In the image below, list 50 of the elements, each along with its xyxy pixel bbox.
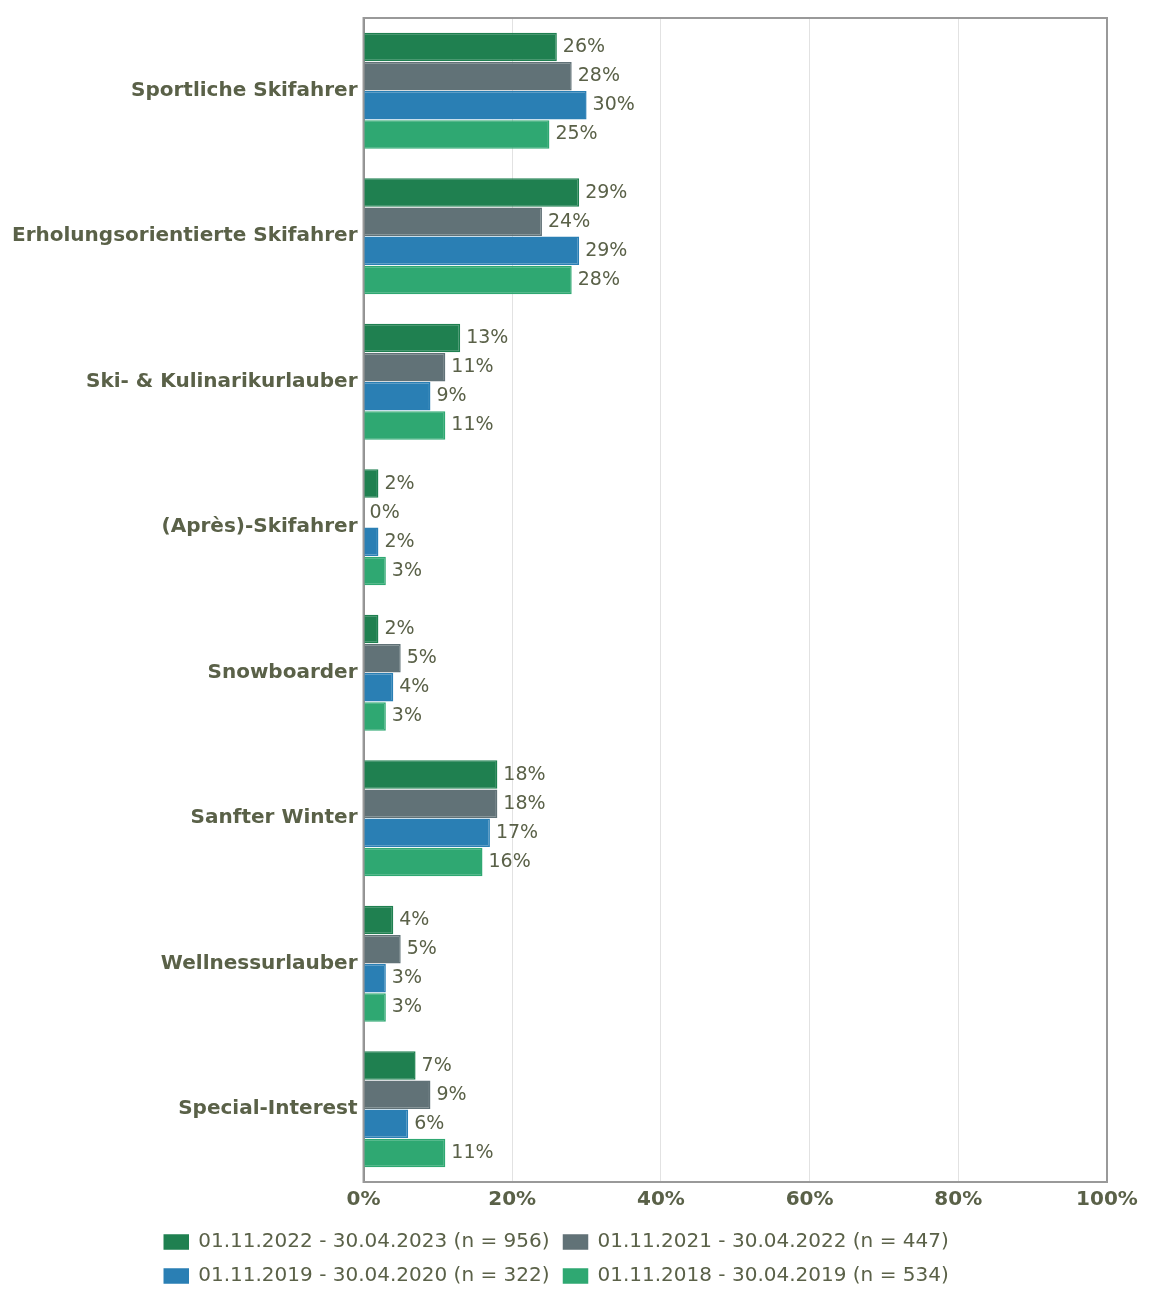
data-label: 25% — [555, 121, 598, 144]
data-label: 30% — [592, 92, 635, 115]
data-label: 26% — [562, 34, 606, 57]
data-label: 24% — [547, 208, 591, 231]
data-label: 29% — [585, 179, 628, 202]
x-tick-label: 100% — [1076, 1186, 1138, 1211]
legend-label: 01.11.2022 - 30.04.2023 (n = 956) — [198, 1228, 550, 1253]
x-tick-label: 80% — [934, 1186, 983, 1211]
y-tick-label: Erholungsorientierte Skifahrer — [11, 222, 358, 247]
data-label: 9% — [436, 383, 467, 406]
data-label: 18% — [503, 761, 546, 784]
data-label: 3% — [391, 965, 422, 988]
x-tick-label: 20% — [488, 1186, 537, 1211]
data-label: 5% — [406, 645, 437, 668]
data-label: 0% — [369, 499, 400, 522]
data-label: 2% — [384, 528, 415, 551]
x-tick-label: 0% — [346, 1186, 381, 1211]
y-tick-label: Ski- & Kulinarikurlauber — [86, 367, 358, 392]
data-label: 3% — [391, 994, 422, 1017]
data-label: 2% — [384, 616, 415, 639]
data-label: 3% — [391, 703, 422, 726]
data-label: 13% — [466, 325, 509, 348]
legend-label: 01.11.2018 - 30.04.2019 (n = 534) — [597, 1262, 949, 1287]
x-tick-label: 60% — [785, 1186, 834, 1211]
y-tick-label: Special-Interest — [178, 1095, 358, 1120]
data-label: 11% — [451, 412, 494, 435]
data-label: 4% — [399, 907, 430, 930]
x-tick-label: 40% — [636, 1186, 685, 1211]
data-label: 29% — [585, 237, 628, 260]
data-label: 7% — [421, 1052, 452, 1075]
y-tick-label: Sanfter Winter — [190, 804, 358, 829]
data-label: 28% — [577, 63, 620, 86]
legend-label: 01.11.2019 - 30.04.2020 (n = 322) — [198, 1262, 550, 1287]
data-label: 6% — [414, 1110, 445, 1133]
data-label: 18% — [503, 790, 546, 813]
data-label: 4% — [399, 674, 430, 697]
data-label: 11% — [451, 354, 494, 377]
y-tick-label: Snowboarder — [207, 658, 358, 683]
y-tick-label: Wellnessurlauber — [160, 949, 358, 974]
y-tick-label: Sportliche Skifahrer — [131, 76, 358, 101]
data-label: 11% — [451, 1139, 494, 1162]
data-label: 3% — [391, 557, 422, 580]
data-label: 17% — [495, 819, 539, 842]
data-label: 16% — [488, 848, 531, 871]
data-label: 9% — [436, 1081, 467, 1104]
data-label: 5% — [406, 936, 437, 959]
legend-label: 01.11.2021 - 30.04.2022 (n = 447) — [597, 1228, 949, 1253]
data-label: 2% — [384, 470, 415, 493]
y-tick-label: (Après)-Skifahrer — [161, 513, 358, 538]
data-label: 28% — [577, 266, 620, 289]
